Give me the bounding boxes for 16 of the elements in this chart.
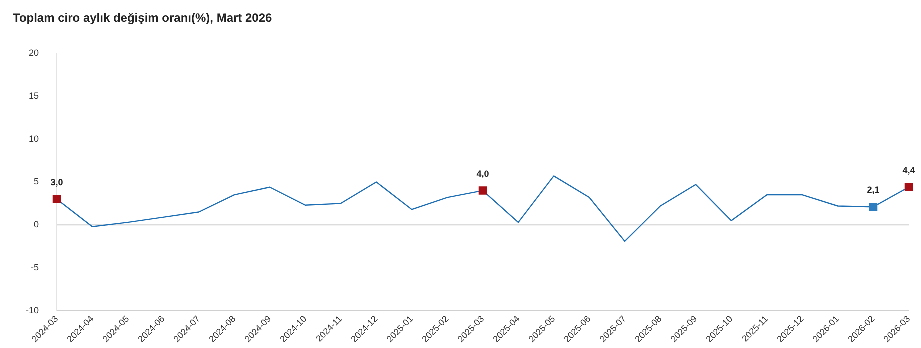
data-label: 3,0 (50, 177, 64, 188)
y-tick-label: 5 (34, 176, 40, 187)
data-label: 4,0 (476, 168, 490, 179)
point (869, 202, 878, 212)
point (52, 195, 62, 204)
y-tick-label: -10 (26, 305, 40, 316)
point (904, 183, 914, 192)
y-tick-label: 0 (34, 220, 40, 230)
y-tick-label: 15 (28, 90, 40, 101)
y-tick-label: 10 (28, 134, 40, 144)
point (478, 186, 488, 195)
data-label: 2,1 (867, 185, 880, 196)
data-label: 4,4 (902, 165, 916, 176)
y-tick-label: 20 (28, 48, 40, 58)
chart-title: Toplam ciro aylık değişim oranı(%), Mart 2026 (13, 11, 272, 25)
y-tick-label: -5 (30, 262, 40, 273)
